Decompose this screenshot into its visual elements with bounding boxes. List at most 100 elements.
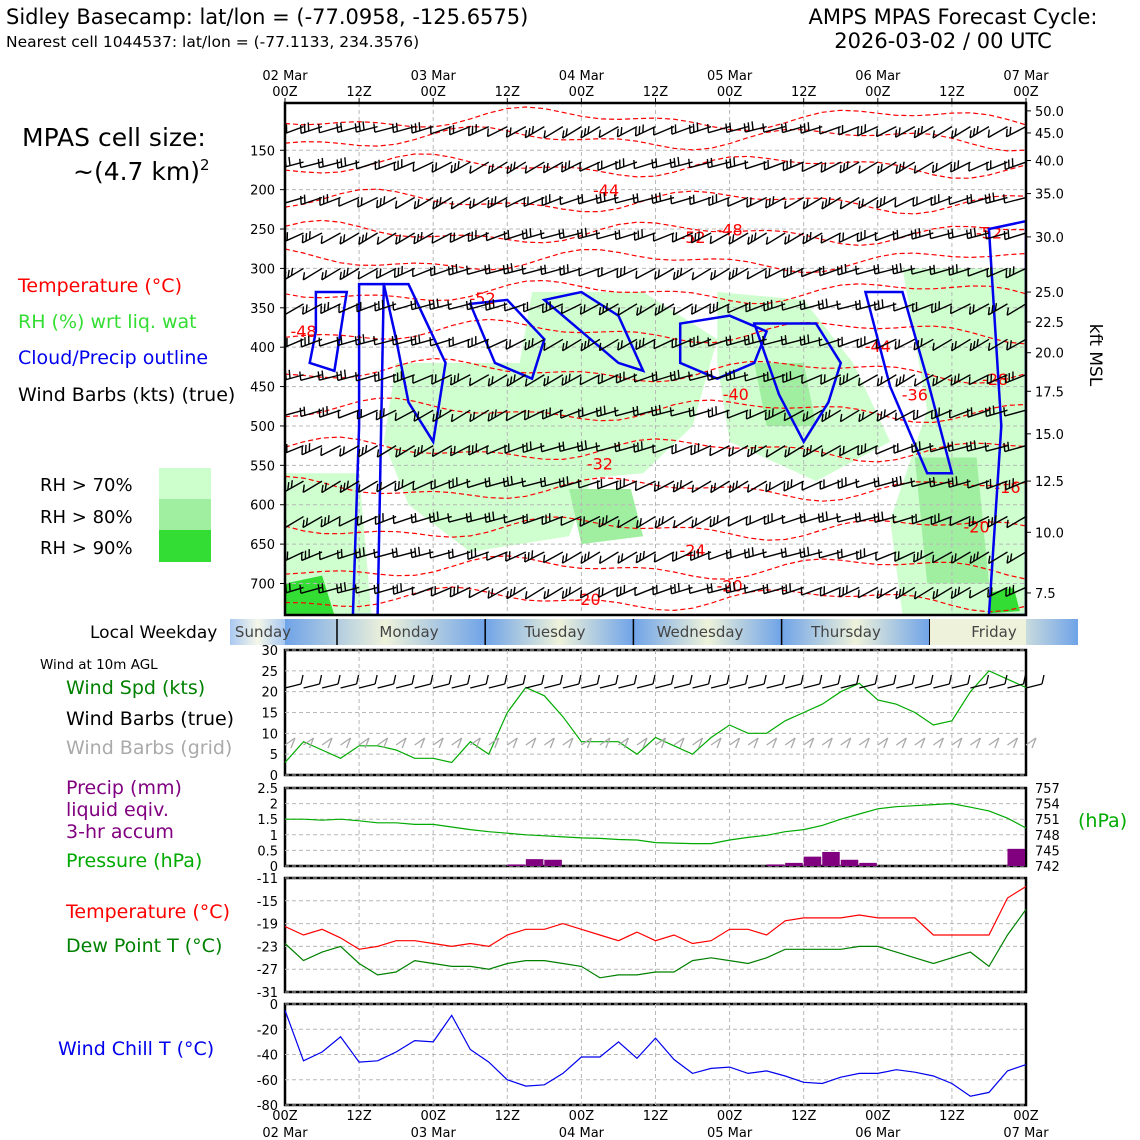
height-tick-label: 50.0 bbox=[1035, 105, 1064, 120]
wind-barb-staff bbox=[617, 515, 638, 529]
wind-barb-staff bbox=[653, 338, 675, 350]
rh80-swatch bbox=[159, 499, 211, 530]
pressure-tick-label: 500 bbox=[250, 420, 275, 435]
wind-barb bbox=[820, 232, 842, 244]
wind-barb-feather bbox=[450, 164, 453, 173]
wind-barb-feather bbox=[1009, 126, 1012, 136]
wind-barb-feather bbox=[525, 442, 528, 452]
wind-barb-feather bbox=[898, 163, 902, 172]
wind-barb-feather bbox=[431, 448, 435, 457]
wind-barb-staff bbox=[932, 338, 953, 352]
wind-barb bbox=[839, 161, 860, 174]
wind-barb bbox=[598, 551, 619, 565]
wind-barb bbox=[763, 513, 786, 526]
wind-barb bbox=[302, 515, 323, 529]
wind-barb-feather bbox=[525, 229, 528, 239]
sfc-barb-grid bbox=[506, 737, 518, 746]
wind-barb-staff bbox=[912, 303, 934, 313]
wind-barb-staff bbox=[634, 444, 656, 453]
wind-barb bbox=[337, 409, 360, 419]
temperature-contour-label-11: -16 bbox=[994, 478, 1020, 497]
wind-barb bbox=[784, 445, 805, 458]
wind-barb bbox=[357, 480, 378, 493]
wind-barb bbox=[598, 586, 619, 598]
wind-barb-feather bbox=[587, 125, 590, 134]
wind-barb bbox=[1005, 266, 1026, 279]
wind-barb-feather bbox=[581, 194, 584, 203]
wind-barb-feather bbox=[764, 411, 767, 420]
wind-barb bbox=[320, 301, 341, 315]
wind-barb-staff bbox=[653, 232, 675, 242]
wind-barb-feather bbox=[429, 337, 432, 346]
wind-barb bbox=[725, 157, 749, 169]
wind-barb-feather bbox=[503, 231, 506, 240]
wind-barb bbox=[302, 267, 323, 281]
sfc-barb-true bbox=[710, 683, 728, 689]
wind-barb-feather bbox=[898, 588, 902, 597]
wind-barb-staff bbox=[876, 409, 897, 422]
wind-barb-staff bbox=[560, 515, 582, 527]
wind-barb-staff bbox=[523, 303, 545, 313]
wind-barb-feather bbox=[305, 232, 308, 242]
wind-barb-feather bbox=[950, 590, 954, 599]
wind-barb-staff bbox=[1006, 303, 1026, 316]
wind-barb-feather bbox=[679, 480, 683, 489]
wind-barb-feather bbox=[728, 583, 732, 592]
wind-barb-staff bbox=[820, 480, 842, 490]
wind-barb-feather bbox=[799, 548, 802, 558]
wind-barb-staff bbox=[857, 125, 879, 137]
wind-barb-staff bbox=[486, 338, 508, 350]
sfc-barb-grid bbox=[340, 737, 351, 746]
wind-barb bbox=[410, 122, 434, 134]
wind-barb-feather bbox=[379, 268, 382, 277]
wind-barb-feather bbox=[354, 584, 358, 594]
wind-barb-staff bbox=[412, 161, 434, 173]
wind-barb bbox=[932, 338, 953, 352]
wind-barb-feather bbox=[339, 448, 342, 457]
wind-barb-staff bbox=[412, 374, 434, 384]
wind-barb-staff bbox=[432, 445, 453, 458]
wind-barb-staff bbox=[339, 515, 360, 527]
wind-barb-staff bbox=[893, 515, 916, 524]
title-left: Sidley Basecamp: lat/lon = (-77.0958, -1… bbox=[6, 5, 528, 29]
wind-barb-feather bbox=[375, 411, 378, 420]
wind-barb-staff bbox=[561, 161, 582, 173]
wind-barb bbox=[728, 480, 749, 494]
wind-barb-feather bbox=[984, 442, 987, 452]
wind-barb-feather bbox=[394, 412, 397, 421]
wind-barb-feather bbox=[620, 126, 623, 136]
pressure-tick-label: 550 bbox=[250, 459, 275, 474]
wind-barb-feather bbox=[436, 298, 439, 308]
wind-barb-feather bbox=[509, 127, 512, 136]
wind-barb-staff bbox=[598, 126, 619, 139]
wind-barb-feather bbox=[383, 196, 386, 205]
wind-barb bbox=[913, 550, 934, 563]
wind-barb bbox=[487, 374, 508, 387]
wind-barb bbox=[875, 338, 897, 350]
wind-barb-staff bbox=[895, 586, 916, 600]
wind-barb bbox=[1005, 478, 1026, 491]
wind-barb-feather bbox=[450, 447, 453, 456]
wind-barb-feather bbox=[301, 306, 305, 315]
wind-barb-feather bbox=[321, 484, 324, 493]
wind-barb-feather bbox=[932, 378, 935, 386]
wind-barb-feather bbox=[690, 234, 693, 243]
wind-barb-staff bbox=[320, 515, 341, 528]
wind-barb bbox=[876, 409, 897, 422]
wind-speed-ytick: 5 bbox=[270, 748, 278, 763]
wind-barb-feather bbox=[513, 161, 516, 170]
wind-barb bbox=[285, 232, 304, 243]
wind-barb-feather bbox=[713, 517, 716, 526]
height-tick-label: 10.0 bbox=[1035, 526, 1064, 541]
wind-barb-feather bbox=[988, 555, 991, 564]
wind-barb-staff bbox=[506, 126, 527, 138]
wind-barb-staff bbox=[413, 409, 434, 422]
wind-barb bbox=[320, 445, 341, 457]
wind-barb bbox=[819, 586, 842, 597]
sfc-barb-grid bbox=[988, 737, 1000, 746]
wind-barb-staff bbox=[469, 161, 490, 174]
sfc-barb-true-feather bbox=[800, 674, 804, 685]
sfc-barb-true-feather bbox=[763, 674, 767, 685]
bottom-hour-label: 00Z bbox=[717, 1109, 743, 1124]
wind-barb-feather bbox=[688, 158, 691, 168]
